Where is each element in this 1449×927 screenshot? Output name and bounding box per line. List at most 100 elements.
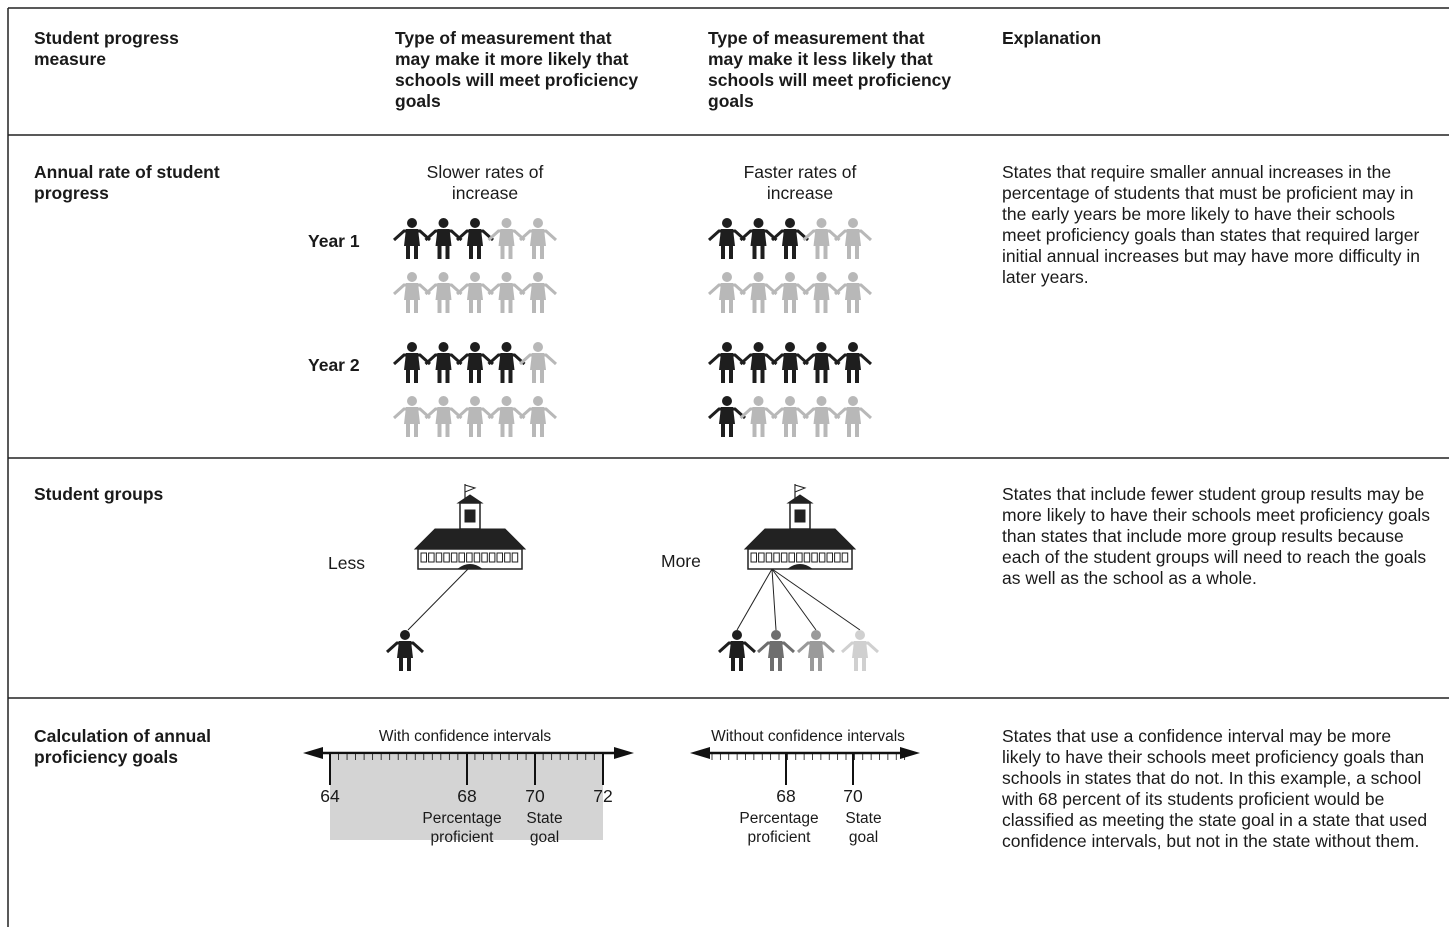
head bbox=[407, 342, 417, 352]
leg bbox=[469, 369, 473, 383]
leg bbox=[414, 423, 418, 437]
explanation: States that use a confidence interval ma… bbox=[1002, 726, 1428, 851]
leg bbox=[847, 245, 851, 259]
leg bbox=[752, 245, 757, 259]
roof bbox=[743, 528, 857, 550]
leg bbox=[469, 245, 473, 259]
person-icon bbox=[796, 630, 836, 671]
leg bbox=[855, 423, 859, 437]
window bbox=[443, 552, 450, 563]
connector bbox=[771, 568, 817, 631]
head bbox=[785, 396, 795, 406]
body bbox=[435, 229, 452, 246]
person-icon bbox=[770, 342, 810, 383]
window bbox=[811, 552, 818, 563]
head bbox=[753, 342, 764, 352]
body bbox=[435, 407, 452, 424]
leg bbox=[729, 245, 733, 259]
leg bbox=[532, 299, 536, 313]
body bbox=[467, 407, 483, 424]
leg bbox=[477, 369, 481, 383]
explanation: States that include fewer student group … bbox=[1002, 484, 1430, 588]
row-label: Calculation of annual proficiency goals bbox=[34, 726, 211, 767]
leg bbox=[854, 657, 858, 671]
person-icon bbox=[717, 630, 757, 671]
leg bbox=[815, 299, 820, 313]
person-icon bbox=[707, 272, 747, 313]
leg bbox=[500, 245, 505, 259]
body bbox=[845, 283, 861, 300]
connector bbox=[407, 568, 469, 631]
head bbox=[470, 272, 480, 282]
head bbox=[501, 272, 512, 282]
body bbox=[530, 353, 546, 370]
leg bbox=[477, 423, 481, 437]
leg bbox=[540, 299, 544, 313]
tower-roof bbox=[456, 494, 484, 504]
school-icon bbox=[743, 484, 857, 570]
person-icon bbox=[518, 272, 558, 313]
head bbox=[732, 630, 742, 640]
body bbox=[845, 353, 861, 370]
leg bbox=[815, 369, 820, 383]
person-icon bbox=[739, 342, 778, 383]
leg bbox=[445, 423, 450, 437]
body bbox=[467, 353, 483, 370]
body bbox=[719, 283, 735, 300]
leg bbox=[823, 299, 828, 313]
head bbox=[533, 272, 543, 282]
leg bbox=[847, 369, 851, 383]
person-icon bbox=[707, 396, 747, 437]
head bbox=[470, 218, 480, 228]
head bbox=[848, 272, 858, 282]
person-icon bbox=[487, 396, 526, 437]
leg bbox=[532, 369, 536, 383]
person-icon bbox=[739, 396, 778, 437]
window bbox=[450, 552, 458, 563]
head bbox=[470, 342, 480, 352]
leg bbox=[406, 369, 410, 383]
tick-label: 68 bbox=[776, 786, 796, 806]
connector bbox=[736, 568, 773, 631]
window bbox=[473, 552, 481, 563]
leg bbox=[815, 245, 820, 259]
leg bbox=[818, 657, 822, 671]
leg bbox=[406, 245, 410, 259]
flag bbox=[794, 484, 807, 493]
group-label: Less bbox=[328, 553, 365, 573]
leg bbox=[437, 299, 442, 313]
head bbox=[785, 218, 795, 228]
person-icon bbox=[833, 218, 873, 259]
body bbox=[729, 641, 745, 658]
head bbox=[816, 342, 827, 352]
head bbox=[722, 396, 732, 406]
head bbox=[501, 396, 512, 406]
head bbox=[785, 272, 795, 282]
body bbox=[397, 641, 413, 658]
head bbox=[848, 342, 858, 352]
person-icon bbox=[833, 272, 873, 313]
person-icon bbox=[802, 396, 841, 437]
person-icon bbox=[455, 218, 495, 259]
head bbox=[771, 630, 781, 640]
head bbox=[722, 272, 732, 282]
person-icon bbox=[487, 218, 526, 259]
arrow bbox=[614, 747, 634, 759]
body bbox=[782, 229, 798, 246]
leg bbox=[721, 423, 725, 437]
body bbox=[719, 407, 735, 424]
leg bbox=[855, 369, 859, 383]
leg bbox=[784, 245, 788, 259]
person-icon bbox=[455, 272, 495, 313]
head bbox=[816, 218, 827, 228]
caption: Slower rates of increase bbox=[426, 162, 544, 203]
head bbox=[533, 396, 543, 406]
person-icon bbox=[455, 396, 495, 437]
leg bbox=[508, 299, 513, 313]
head bbox=[816, 396, 827, 406]
body bbox=[845, 229, 861, 246]
leg bbox=[540, 369, 544, 383]
person-icon bbox=[739, 218, 778, 259]
window bbox=[788, 552, 795, 563]
